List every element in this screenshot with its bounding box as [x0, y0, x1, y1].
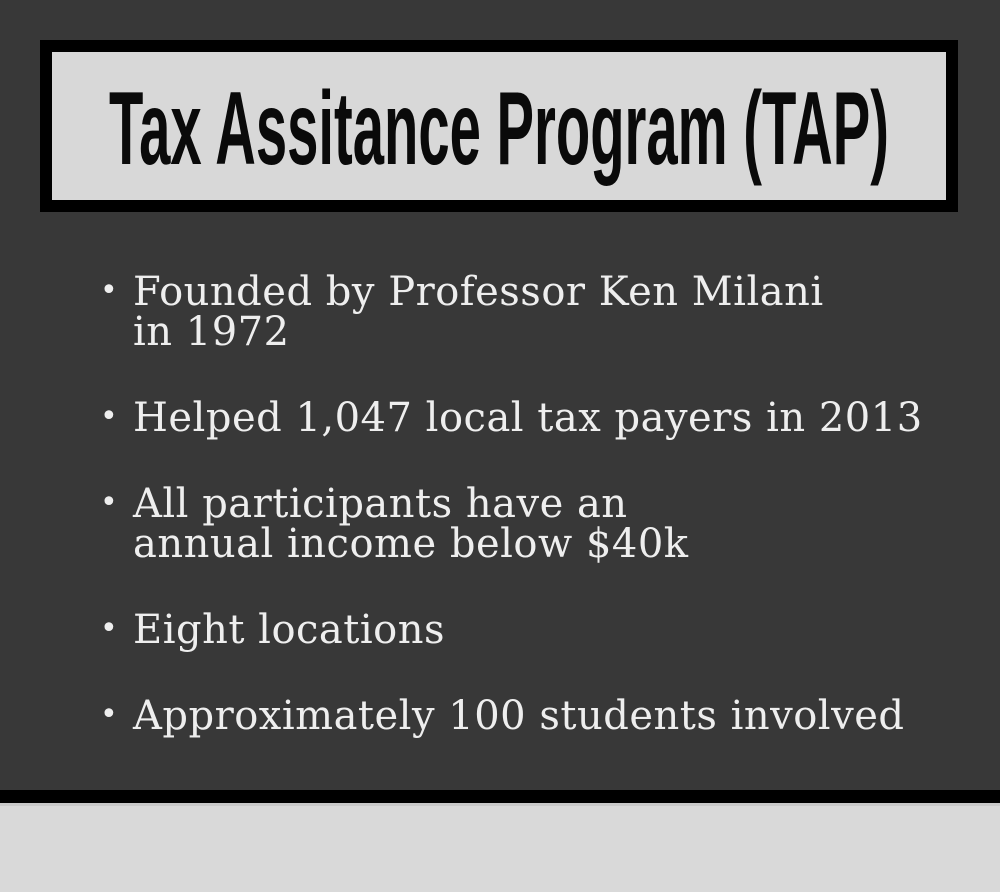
- bullet-dot-icon: •: [100, 273, 118, 308]
- bullet-line: annual income below $40k: [133, 521, 689, 567]
- bullet-item: • Helped 1,047 local tax payers in 2013: [100, 398, 940, 438]
- footer-strip: [0, 806, 1000, 892]
- bullet-item: • Eight locations: [100, 610, 940, 650]
- bullet-line: Helped 1,047 local tax payers in 2013: [133, 395, 923, 441]
- bullet-dot-icon: •: [100, 485, 118, 520]
- bottom-black-band: [0, 790, 1000, 803]
- bullet-line: Approximately 100 students involved: [133, 693, 905, 739]
- bullet-list: • Founded by Professor Ken Milani in 197…: [100, 272, 940, 782]
- bullet-dot-icon: •: [100, 697, 118, 732]
- title-svg: Tax Assitance Program (TAP): [109, 71, 889, 187]
- bullet-item: • All participants have an annual income…: [100, 484, 940, 564]
- bullet-line: Founded by Professor Ken Milani: [133, 269, 824, 315]
- page-title: Tax Assitance Program (TAP): [109, 71, 889, 187]
- bullet-item: • Approximately 100 students involved: [100, 696, 940, 736]
- bottom-divider-line: [0, 803, 1000, 806]
- bullet-item: • Founded by Professor Ken Milani in 197…: [100, 272, 940, 352]
- bullet-line: Eight locations: [133, 607, 446, 653]
- title-box: Tax Assitance Program (TAP): [40, 40, 958, 212]
- bullet-line: in 1972: [133, 309, 290, 355]
- bullet-dot-icon: •: [100, 611, 118, 646]
- bullet-dot-icon: •: [100, 399, 118, 434]
- bullet-line: All participants have an: [133, 481, 628, 527]
